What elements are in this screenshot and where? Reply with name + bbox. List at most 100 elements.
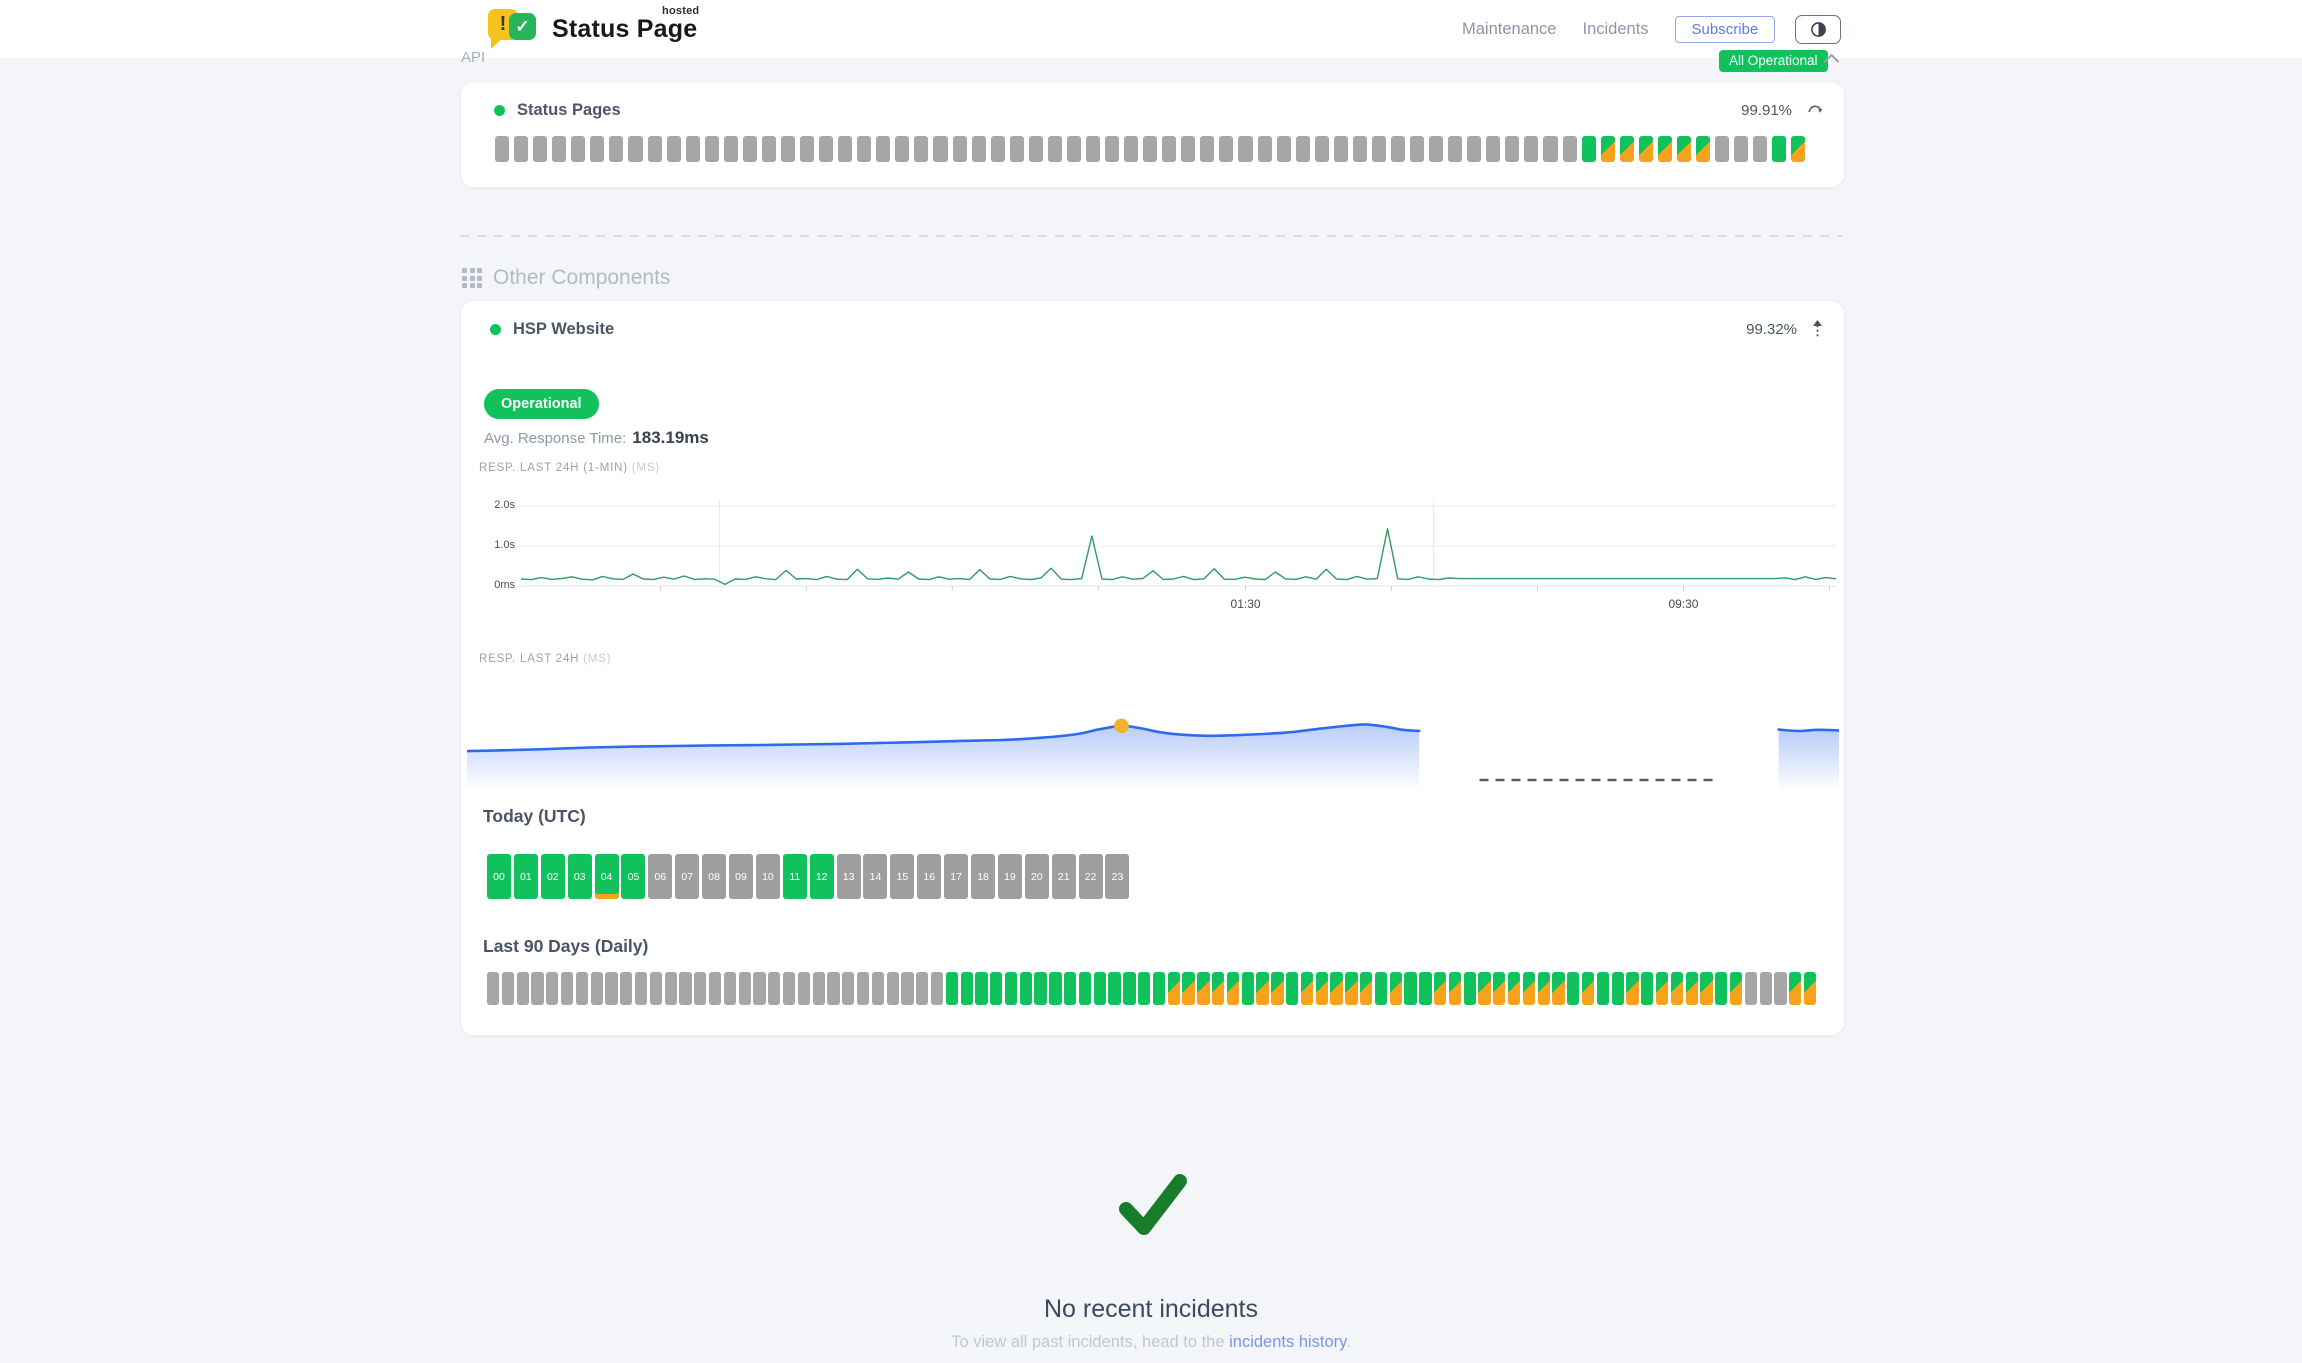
uptime-segment-nodata[interactable]: [768, 972, 781, 1005]
uptime-segment-operational[interactable]: [1404, 972, 1417, 1005]
overall-status-badge[interactable]: All Operational: [1719, 50, 1828, 72]
hour-block-09[interactable]: 09: [729, 854, 754, 899]
hour-block-14[interactable]: 14: [863, 854, 888, 899]
nav-incidents[interactable]: Incidents: [1582, 19, 1649, 38]
hour-block-20[interactable]: 20: [1024, 854, 1049, 899]
hour-block-19[interactable]: 19: [997, 854, 1022, 899]
uptime-segment-operational[interactable]: [1049, 972, 1062, 1005]
uptime-segment-operational[interactable]: [1567, 972, 1580, 1005]
response-chart-avg[interactable]: [465, 691, 1841, 803]
uptime-segment-operational[interactable]: [1152, 972, 1166, 1005]
uptime-segment-nodata[interactable]: [649, 972, 663, 1005]
uptime-segment-partial[interactable]: [1619, 136, 1634, 162]
brand-logo[interactable]: ! ✓ hosted Status Page: [488, 5, 699, 52]
uptime-segment-partial[interactable]: [1676, 136, 1691, 162]
hour-block-18[interactable]: 18: [971, 854, 996, 899]
uptime-segment-partial[interactable]: [1330, 972, 1343, 1005]
hour-block-10[interactable]: 10: [755, 854, 780, 899]
uptime-segment-nodata[interactable]: [1047, 136, 1062, 162]
uptime-segment-nodata[interactable]: [704, 136, 719, 162]
uptime-segment-operational[interactable]: [1004, 972, 1018, 1005]
uptime-segment-nodata[interactable]: [1410, 136, 1425, 162]
uptime-segment-nodata[interactable]: [761, 136, 776, 162]
uptime-segment-partial[interactable]: [1256, 972, 1269, 1005]
uptime-segment-nodata[interactable]: [1753, 136, 1768, 162]
uptime-segment-nodata[interactable]: [1543, 136, 1558, 162]
uptime-segment-partial[interactable]: [1729, 972, 1743, 1005]
uptime-segment-nodata[interactable]: [838, 136, 853, 162]
hour-block-05[interactable]: 05: [621, 854, 646, 899]
hour-block-00[interactable]: 00: [487, 854, 511, 899]
uptime-segment-nodata[interactable]: [1333, 136, 1348, 162]
uptime-segment-operational[interactable]: [1419, 972, 1432, 1005]
uptime-segment-operational[interactable]: [1641, 972, 1654, 1005]
uptime-segment-nodata[interactable]: [1219, 136, 1234, 162]
uptime-segment-nodata[interactable]: [895, 136, 910, 162]
hour-block-07[interactable]: 07: [675, 854, 700, 899]
uptime-segment-operational[interactable]: [1772, 136, 1787, 162]
uptime-segment-nodata[interactable]: [842, 972, 855, 1005]
uptime-segment-partial[interactable]: [1493, 972, 1506, 1005]
uptime-segment-nodata[interactable]: [501, 972, 515, 1005]
uptime-segment-operational[interactable]: [1078, 972, 1092, 1005]
uptime-segment-partial[interactable]: [1507, 972, 1521, 1005]
uptime-segment-nodata[interactable]: [1429, 136, 1444, 162]
uptime-segment-operational[interactable]: [1241, 972, 1254, 1005]
uptime-segment-nodata[interactable]: [812, 972, 825, 1005]
hour-block-17[interactable]: 17: [944, 854, 969, 899]
uptime-segment-nodata[interactable]: [560, 972, 574, 1005]
hour-block-03[interactable]: 03: [567, 854, 592, 899]
uptime-segment-nodata[interactable]: [495, 136, 510, 162]
uptime-segment-nodata[interactable]: [1028, 136, 1043, 162]
uptime-segment-partial[interactable]: [1478, 972, 1491, 1005]
uptime-segment-nodata[interactable]: [1143, 136, 1158, 162]
uptime-segment-nodata[interactable]: [487, 972, 500, 1005]
uptime-segment-partial[interactable]: [1581, 972, 1595, 1005]
uptime-segment-partial[interactable]: [1300, 972, 1314, 1005]
uptime-segment-nodata[interactable]: [516, 972, 529, 1005]
uptime-segment-nodata[interactable]: [533, 136, 548, 162]
uptime-segment-nodata[interactable]: [1066, 136, 1081, 162]
uptime-segment-partial[interactable]: [1789, 972, 1802, 1005]
hour-block-21[interactable]: 21: [1051, 854, 1076, 899]
uptime-segment-nodata[interactable]: [590, 136, 605, 162]
uptime-segment-nodata[interactable]: [871, 972, 885, 1005]
uptime-segment-nodata[interactable]: [679, 972, 692, 1005]
uptime-segment-partial[interactable]: [1434, 972, 1447, 1005]
uptime-segment-partial[interactable]: [1552, 972, 1565, 1005]
uptime-segment-nodata[interactable]: [666, 136, 681, 162]
uptime-segment-operational[interactable]: [1374, 972, 1388, 1005]
uptime-segment-operational[interactable]: [1715, 972, 1728, 1005]
uptime-segment-nodata[interactable]: [1295, 136, 1310, 162]
uptime-segment-nodata[interactable]: [753, 972, 766, 1005]
uptime-segment-partial[interactable]: [1600, 136, 1615, 162]
uptime-segment-nodata[interactable]: [876, 136, 891, 162]
uptime-segment-partial[interactable]: [1695, 136, 1711, 162]
uptime-segment-nodata[interactable]: [1162, 136, 1177, 162]
uptime-segment-nodata[interactable]: [723, 972, 737, 1005]
hour-block-15[interactable]: 15: [890, 854, 915, 899]
uptime-segment-nodata[interactable]: [780, 136, 796, 162]
uptime-segment-nodata[interactable]: [1505, 136, 1520, 162]
uptime-segment-nodata[interactable]: [609, 136, 624, 162]
uptime-segment-operational[interactable]: [975, 972, 988, 1005]
uptime-segment-partial[interactable]: [1670, 972, 1684, 1005]
uptime-segment-nodata[interactable]: [571, 136, 586, 162]
uptime-segment-nodata[interactable]: [708, 972, 722, 1005]
hour-block-04[interactable]: 04: [594, 854, 619, 899]
hour-block-23[interactable]: 23: [1105, 854, 1130, 899]
uptime-segment-partial[interactable]: [1448, 972, 1462, 1005]
hour-block-01[interactable]: 01: [513, 854, 538, 899]
uptime-segment-nodata[interactable]: [647, 136, 662, 162]
uptime-segment-operational[interactable]: [1123, 972, 1136, 1005]
theme-toggle-button[interactable]: [1795, 14, 1842, 44]
uptime-segment-operational[interactable]: [1064, 972, 1077, 1005]
uptime-segment-operational[interactable]: [1034, 972, 1047, 1005]
uptime-segment-operational[interactable]: [960, 972, 973, 1005]
subscribe-button[interactable]: Subscribe: [1674, 15, 1776, 43]
uptime-segment-nodata[interactable]: [742, 136, 757, 162]
uptime-segment-nodata[interactable]: [605, 972, 618, 1005]
uptime-segment-nodata[interactable]: [514, 136, 529, 162]
hour-block-22[interactable]: 22: [1078, 854, 1103, 899]
hour-block-06[interactable]: 06: [648, 854, 673, 899]
